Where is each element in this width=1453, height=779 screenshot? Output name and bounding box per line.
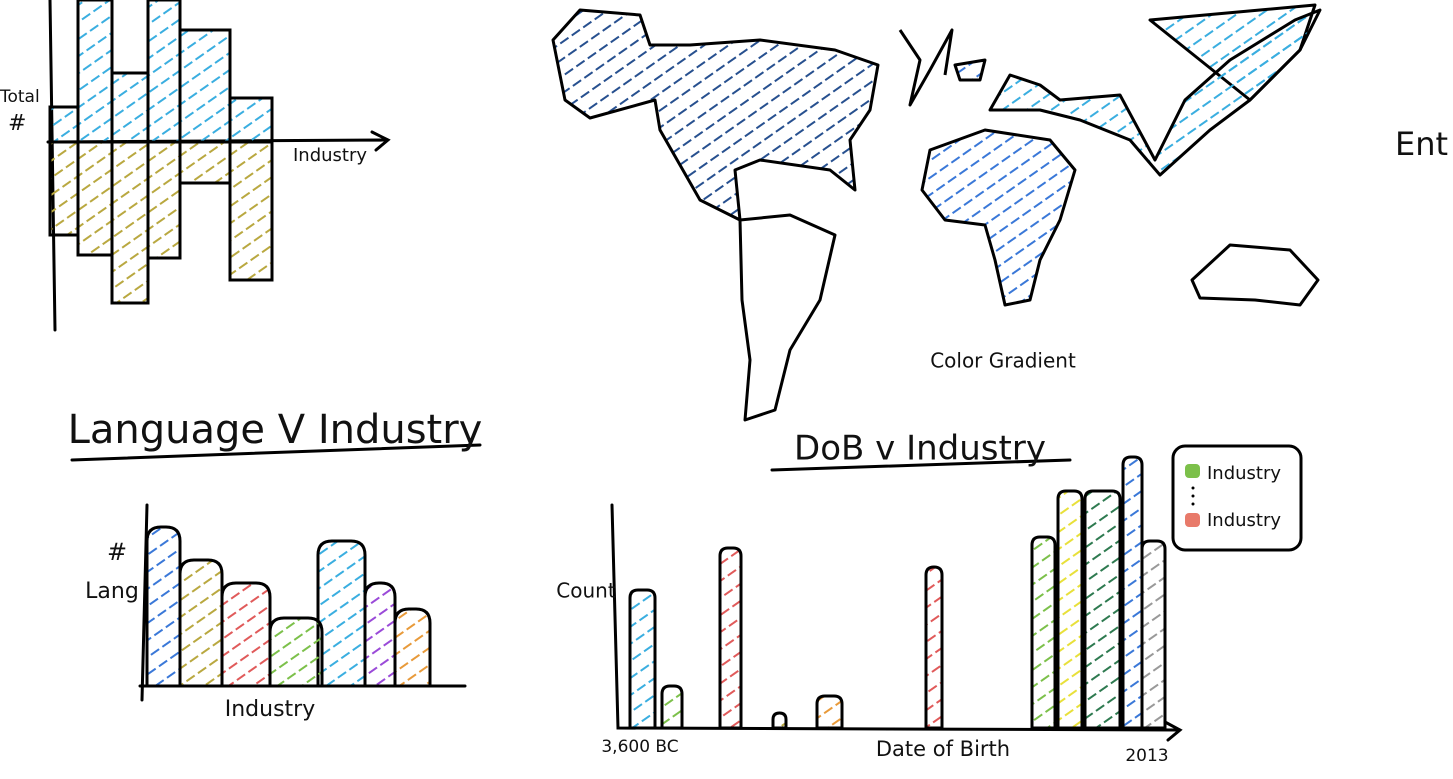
bar (48, 105, 80, 144)
y-label: # (8, 111, 26, 136)
legend-swatch (1185, 513, 1200, 527)
bar (145, 525, 182, 688)
x-label: Industry (293, 145, 367, 166)
y-label: Lang (85, 579, 139, 604)
bar (363, 581, 397, 688)
legend-swatch (1185, 464, 1200, 478)
continent (738, 213, 837, 422)
cut-off-text: Ent (1395, 125, 1448, 163)
chart-title: DoB v Industry (794, 429, 1046, 469)
legend-label: Industry (1207, 463, 1281, 484)
bar (393, 607, 432, 688)
legend-dot (1191, 502, 1195, 506)
bar (1121, 455, 1144, 730)
bar (110, 140, 150, 305)
bar (660, 684, 684, 730)
bar (815, 694, 844, 730)
bar (1030, 535, 1057, 730)
x-label: Date of Birth (876, 737, 1010, 761)
x-label: Industry (225, 697, 316, 722)
bar (1056, 489, 1084, 730)
legend-box (1171, 444, 1303, 552)
bar (228, 140, 274, 282)
map-caption: Color Gradient (930, 349, 1076, 373)
bar (48, 140, 80, 237)
bar (924, 565, 944, 730)
legend-dot (1191, 494, 1195, 498)
continent (898, 28, 954, 107)
axis (610, 503, 1183, 742)
bar (178, 140, 232, 185)
continent (988, 8, 1322, 177)
bar (268, 616, 324, 688)
bar (1140, 539, 1167, 730)
bar (146, 140, 182, 260)
continent (1190, 243, 1320, 307)
bar (1083, 489, 1122, 730)
y-label: Total (0, 87, 40, 107)
bar (178, 28, 232, 144)
bar (228, 96, 274, 144)
legend-label: Industry (1207, 510, 1281, 531)
bar (146, 0, 182, 144)
legend-dot (1191, 486, 1195, 490)
underline (770, 458, 1072, 472)
x-end-label: 2013 (1125, 746, 1168, 766)
bar (76, 0, 114, 144)
bar (316, 539, 367, 688)
chart-title: Language V Industry (68, 407, 483, 453)
y-label: Count (556, 579, 616, 603)
underline (70, 443, 482, 462)
continent (551, 8, 880, 222)
x-start-label: 3,600 BC (601, 737, 678, 757)
bar (718, 546, 743, 730)
bar (771, 711, 788, 730)
continent (953, 58, 987, 82)
bar (220, 581, 272, 688)
bar (110, 71, 150, 144)
y-label: # (107, 538, 127, 566)
bar (178, 558, 224, 688)
continent (920, 128, 1077, 307)
bar (628, 588, 657, 730)
bar (76, 140, 114, 257)
